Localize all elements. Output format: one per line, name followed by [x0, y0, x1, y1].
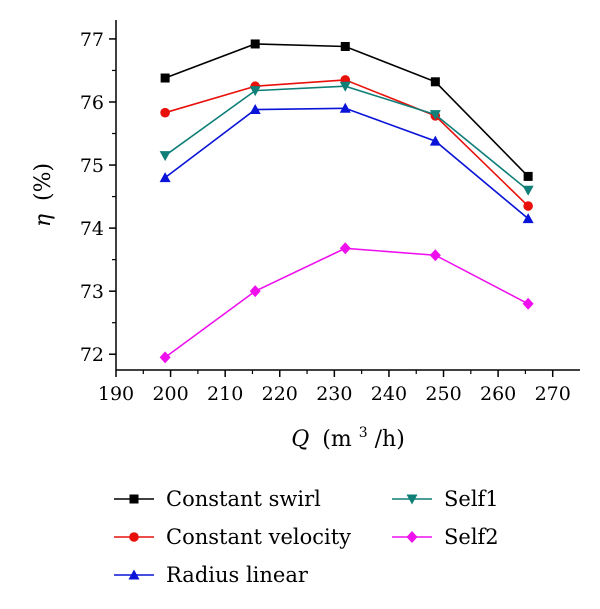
x-tick-label: 240 [371, 383, 407, 405]
data-point [430, 249, 441, 261]
series-self2 [160, 242, 534, 363]
y-tick-label: 72 [80, 344, 104, 366]
data-point [523, 186, 534, 196]
legend-item: Self1 [392, 487, 499, 511]
series-line [165, 80, 528, 206]
x-tick-label: 250 [425, 383, 461, 405]
legend-item: Constant velocity [114, 525, 351, 549]
x-tick-label: 190 [98, 383, 134, 405]
y-axis-unit: (%) [31, 163, 56, 201]
plot-area: 190 200 210 220 230 240 250 260 270 72 73 74 75 76 77 [80, 20, 580, 405]
legend-marker [129, 532, 139, 542]
data-point [160, 351, 171, 363]
x-tick-label: 220 [262, 383, 298, 405]
y-axis-title: η (%) [31, 163, 56, 227]
legend-item: Constant swirl [114, 487, 321, 511]
series-line [165, 108, 528, 218]
data-point [160, 108, 170, 118]
data-point [160, 172, 171, 182]
legend-label: Radius linear [166, 563, 309, 587]
legend-label: Self2 [444, 525, 499, 549]
y-tick-label: 74 [80, 218, 104, 240]
series-line [165, 248, 528, 357]
legend-label: Constant swirl [166, 487, 321, 511]
data-point [340, 242, 351, 254]
x-axis-title: Q (m 3 /h) [291, 418, 405, 452]
x-tick-label: 230 [316, 383, 352, 405]
legend-item: Radius linear [114, 563, 309, 587]
data-point [341, 42, 350, 51]
chart: 190 200 210 220 230 240 250 260 270 72 73 74 75 76 77… [0, 0, 600, 609]
y-tick-label: 76 [80, 92, 104, 114]
x-tick-label: 260 [480, 383, 516, 405]
x-axis-symbol: Q [291, 427, 309, 452]
series-layer [160, 39, 534, 363]
legend-marker [130, 495, 139, 504]
x-tick-label: 210 [207, 383, 243, 405]
y-ticks: 72 73 74 75 76 77 [80, 29, 116, 366]
svg-text:η (%): η (%) [31, 163, 56, 227]
x-axis-unit-end: /h) [375, 427, 405, 452]
legend-item: Self2 [392, 525, 499, 549]
legend-label: Self1 [444, 487, 499, 511]
y-axis-symbol: η [31, 214, 56, 227]
legend-label: Constant velocity [166, 525, 351, 549]
data-point [161, 74, 170, 83]
y-tick-label: 77 [80, 29, 104, 51]
data-point [431, 77, 440, 86]
series-line [165, 86, 528, 190]
svg-text:Q (m 3 /h): Q (m 3 /h) [291, 418, 405, 452]
data-point [524, 172, 533, 181]
y-tick-label: 73 [80, 281, 104, 303]
series-constant-velocity [160, 75, 533, 211]
x-ticks: 190 200 210 220 230 240 250 260 270 [98, 370, 571, 405]
data-point [160, 151, 171, 161]
series-radius-linear [160, 103, 534, 223]
x-tick-label: 200 [152, 383, 188, 405]
data-point [430, 136, 441, 146]
x-axis-unit: (m [322, 427, 352, 452]
legend-marker [407, 531, 418, 543]
data-point [523, 298, 534, 310]
data-point [523, 201, 533, 211]
x-tick-label: 270 [535, 383, 571, 405]
legend: Constant swirl Constant velocity Radius li… [114, 487, 499, 587]
x-axis-unit-sup: 3 [359, 425, 368, 441]
data-point [250, 285, 261, 297]
y-tick-label: 75 [80, 155, 104, 177]
data-point [251, 39, 260, 48]
